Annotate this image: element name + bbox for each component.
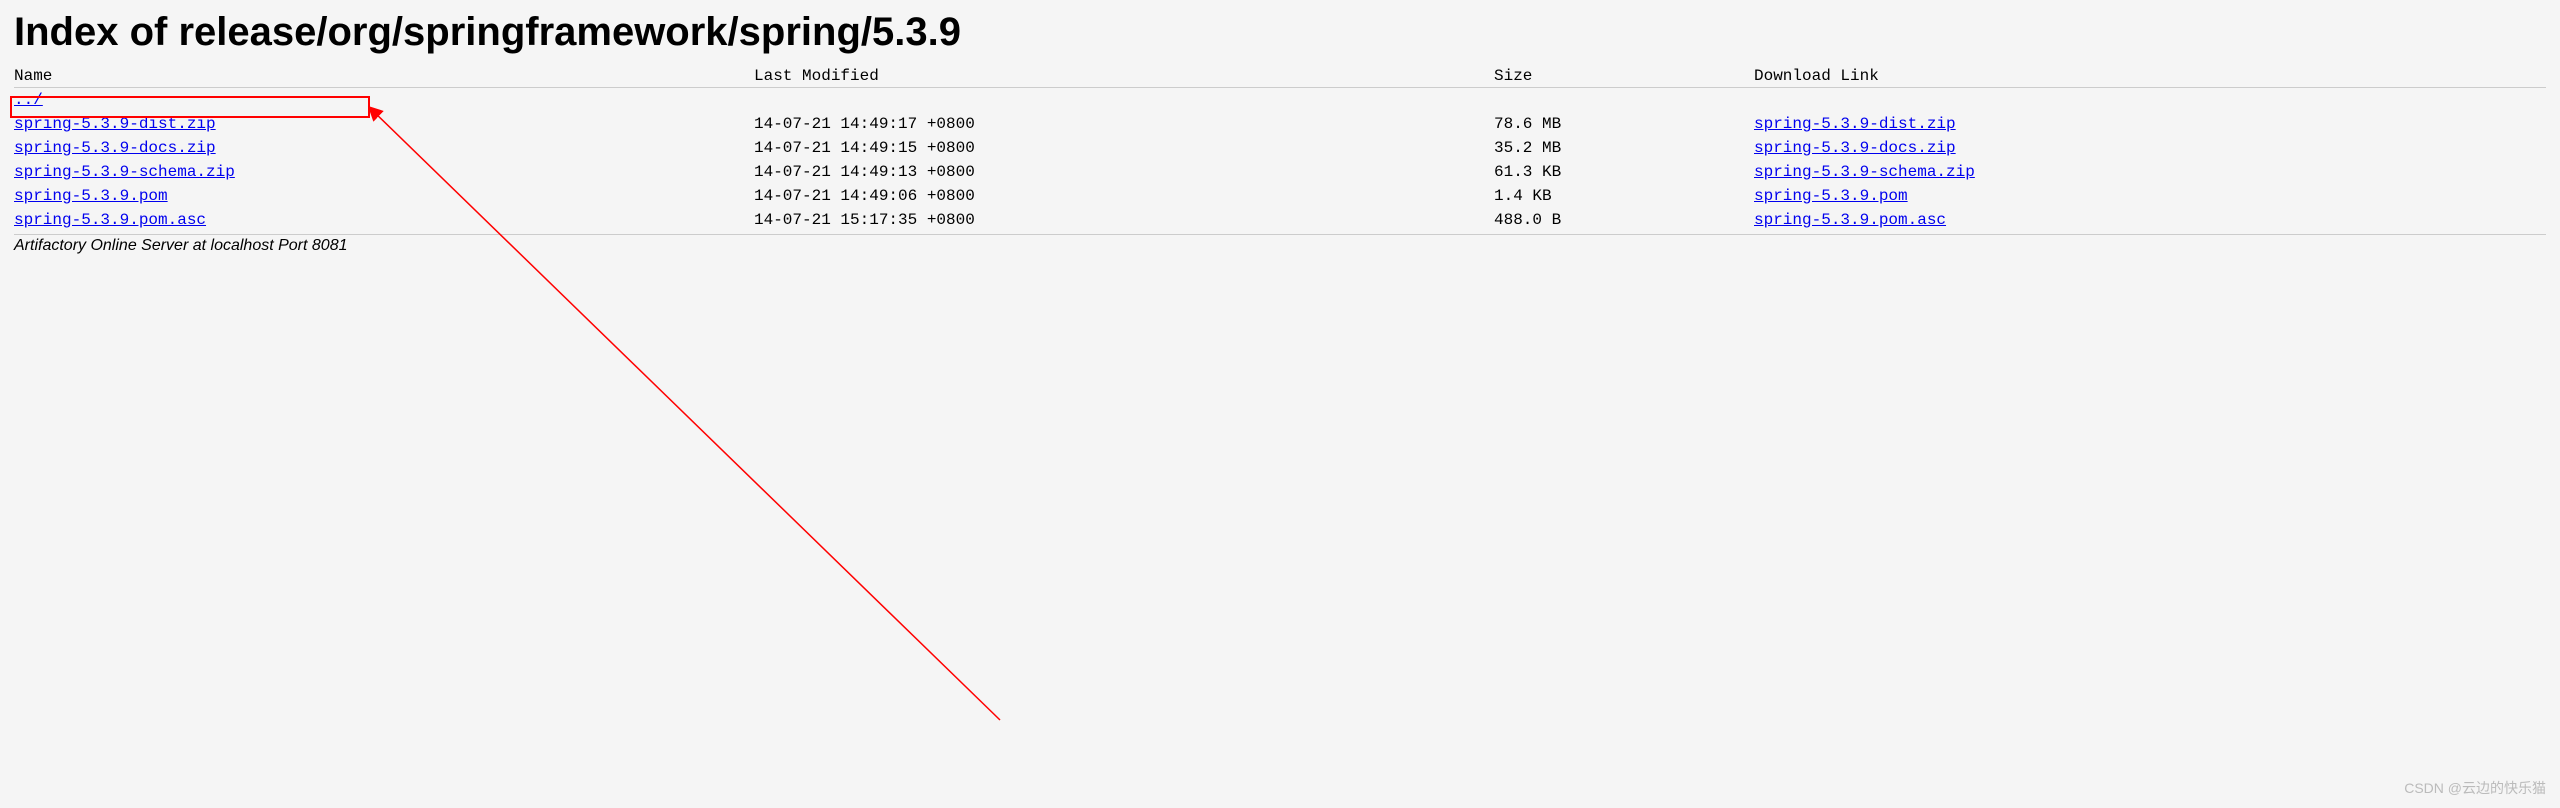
file-link[interactable]: spring-5.3.9-dist.zip — [14, 115, 216, 133]
footer-text: Artifactory Online Server at localhost P… — [14, 234, 2546, 255]
page-title: Index of release/org/springframework/spr… — [14, 10, 2546, 55]
file-size: 78.6 MB — [1494, 112, 1754, 136]
file-size: 61.3 KB — [1494, 160, 1754, 184]
file-modified: 14-07-21 14:49:06 +0800 — [754, 184, 1494, 208]
file-modified: 14-07-21 15:17:35 +0800 — [754, 208, 1494, 232]
header-size: Size — [1494, 67, 1754, 85]
file-size: 35.2 MB — [1494, 136, 1754, 160]
table-header: Name Last Modified Size Download Link — [14, 67, 2546, 88]
header-name: Name — [14, 67, 754, 85]
file-size: 1.4 KB — [1494, 184, 1754, 208]
download-link[interactable]: spring-5.3.9-schema.zip — [1754, 163, 1975, 181]
parent-row: ../ — [14, 88, 2546, 112]
table-row: spring-5.3.9-dist.zip 14-07-21 14:49:17 … — [14, 112, 2546, 136]
download-link[interactable]: spring-5.3.9.pom.asc — [1754, 211, 1946, 229]
table-row: spring-5.3.9-schema.zip 14-07-21 14:49:1… — [14, 160, 2546, 184]
file-modified: 14-07-21 14:49:15 +0800 — [754, 136, 1494, 160]
file-modified: 14-07-21 14:49:13 +0800 — [754, 160, 1494, 184]
file-link[interactable]: spring-5.3.9.pom.asc — [14, 211, 206, 229]
parent-link[interactable]: ../ — [14, 91, 43, 109]
table-row: spring-5.3.9.pom.asc 14-07-21 15:17:35 +… — [14, 208, 2546, 232]
file-link[interactable]: spring-5.3.9.pom — [14, 187, 168, 205]
file-link[interactable]: spring-5.3.9-schema.zip — [14, 163, 235, 181]
table-row: spring-5.3.9.pom 14-07-21 14:49:06 +0800… — [14, 184, 2546, 208]
file-link[interactable]: spring-5.3.9-docs.zip — [14, 139, 216, 157]
download-link[interactable]: spring-5.3.9-docs.zip — [1754, 139, 1956, 157]
download-link[interactable]: spring-5.3.9-dist.zip — [1754, 115, 1956, 133]
header-modified: Last Modified — [754, 67, 1494, 85]
table-row: spring-5.3.9-docs.zip 14-07-21 14:49:15 … — [14, 136, 2546, 160]
download-link[interactable]: spring-5.3.9.pom — [1754, 187, 1908, 205]
watermark: CSDN @云边的快乐猫 — [2404, 778, 2546, 798]
header-download: Download Link — [1754, 67, 2546, 85]
file-modified: 14-07-21 14:49:17 +0800 — [754, 112, 1494, 136]
file-size: 488.0 B — [1494, 208, 1754, 232]
